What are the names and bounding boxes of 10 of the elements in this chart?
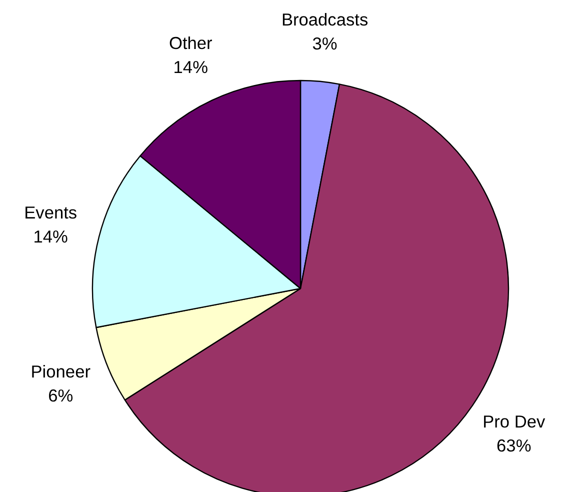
slice-label: Pioneer bbox=[30, 361, 91, 382]
slice-label: Events bbox=[24, 202, 78, 222]
data-label: 6% bbox=[48, 385, 74, 406]
data-label: 14% bbox=[173, 57, 208, 78]
slice-label: Broadcasts bbox=[281, 10, 368, 30]
slice-label: Other bbox=[168, 33, 213, 54]
data-label: 14% bbox=[33, 226, 68, 246]
data-label: 63% bbox=[496, 436, 532, 456]
slice-label: Pro Dev bbox=[482, 412, 546, 432]
data-label: 3% bbox=[312, 34, 338, 54]
